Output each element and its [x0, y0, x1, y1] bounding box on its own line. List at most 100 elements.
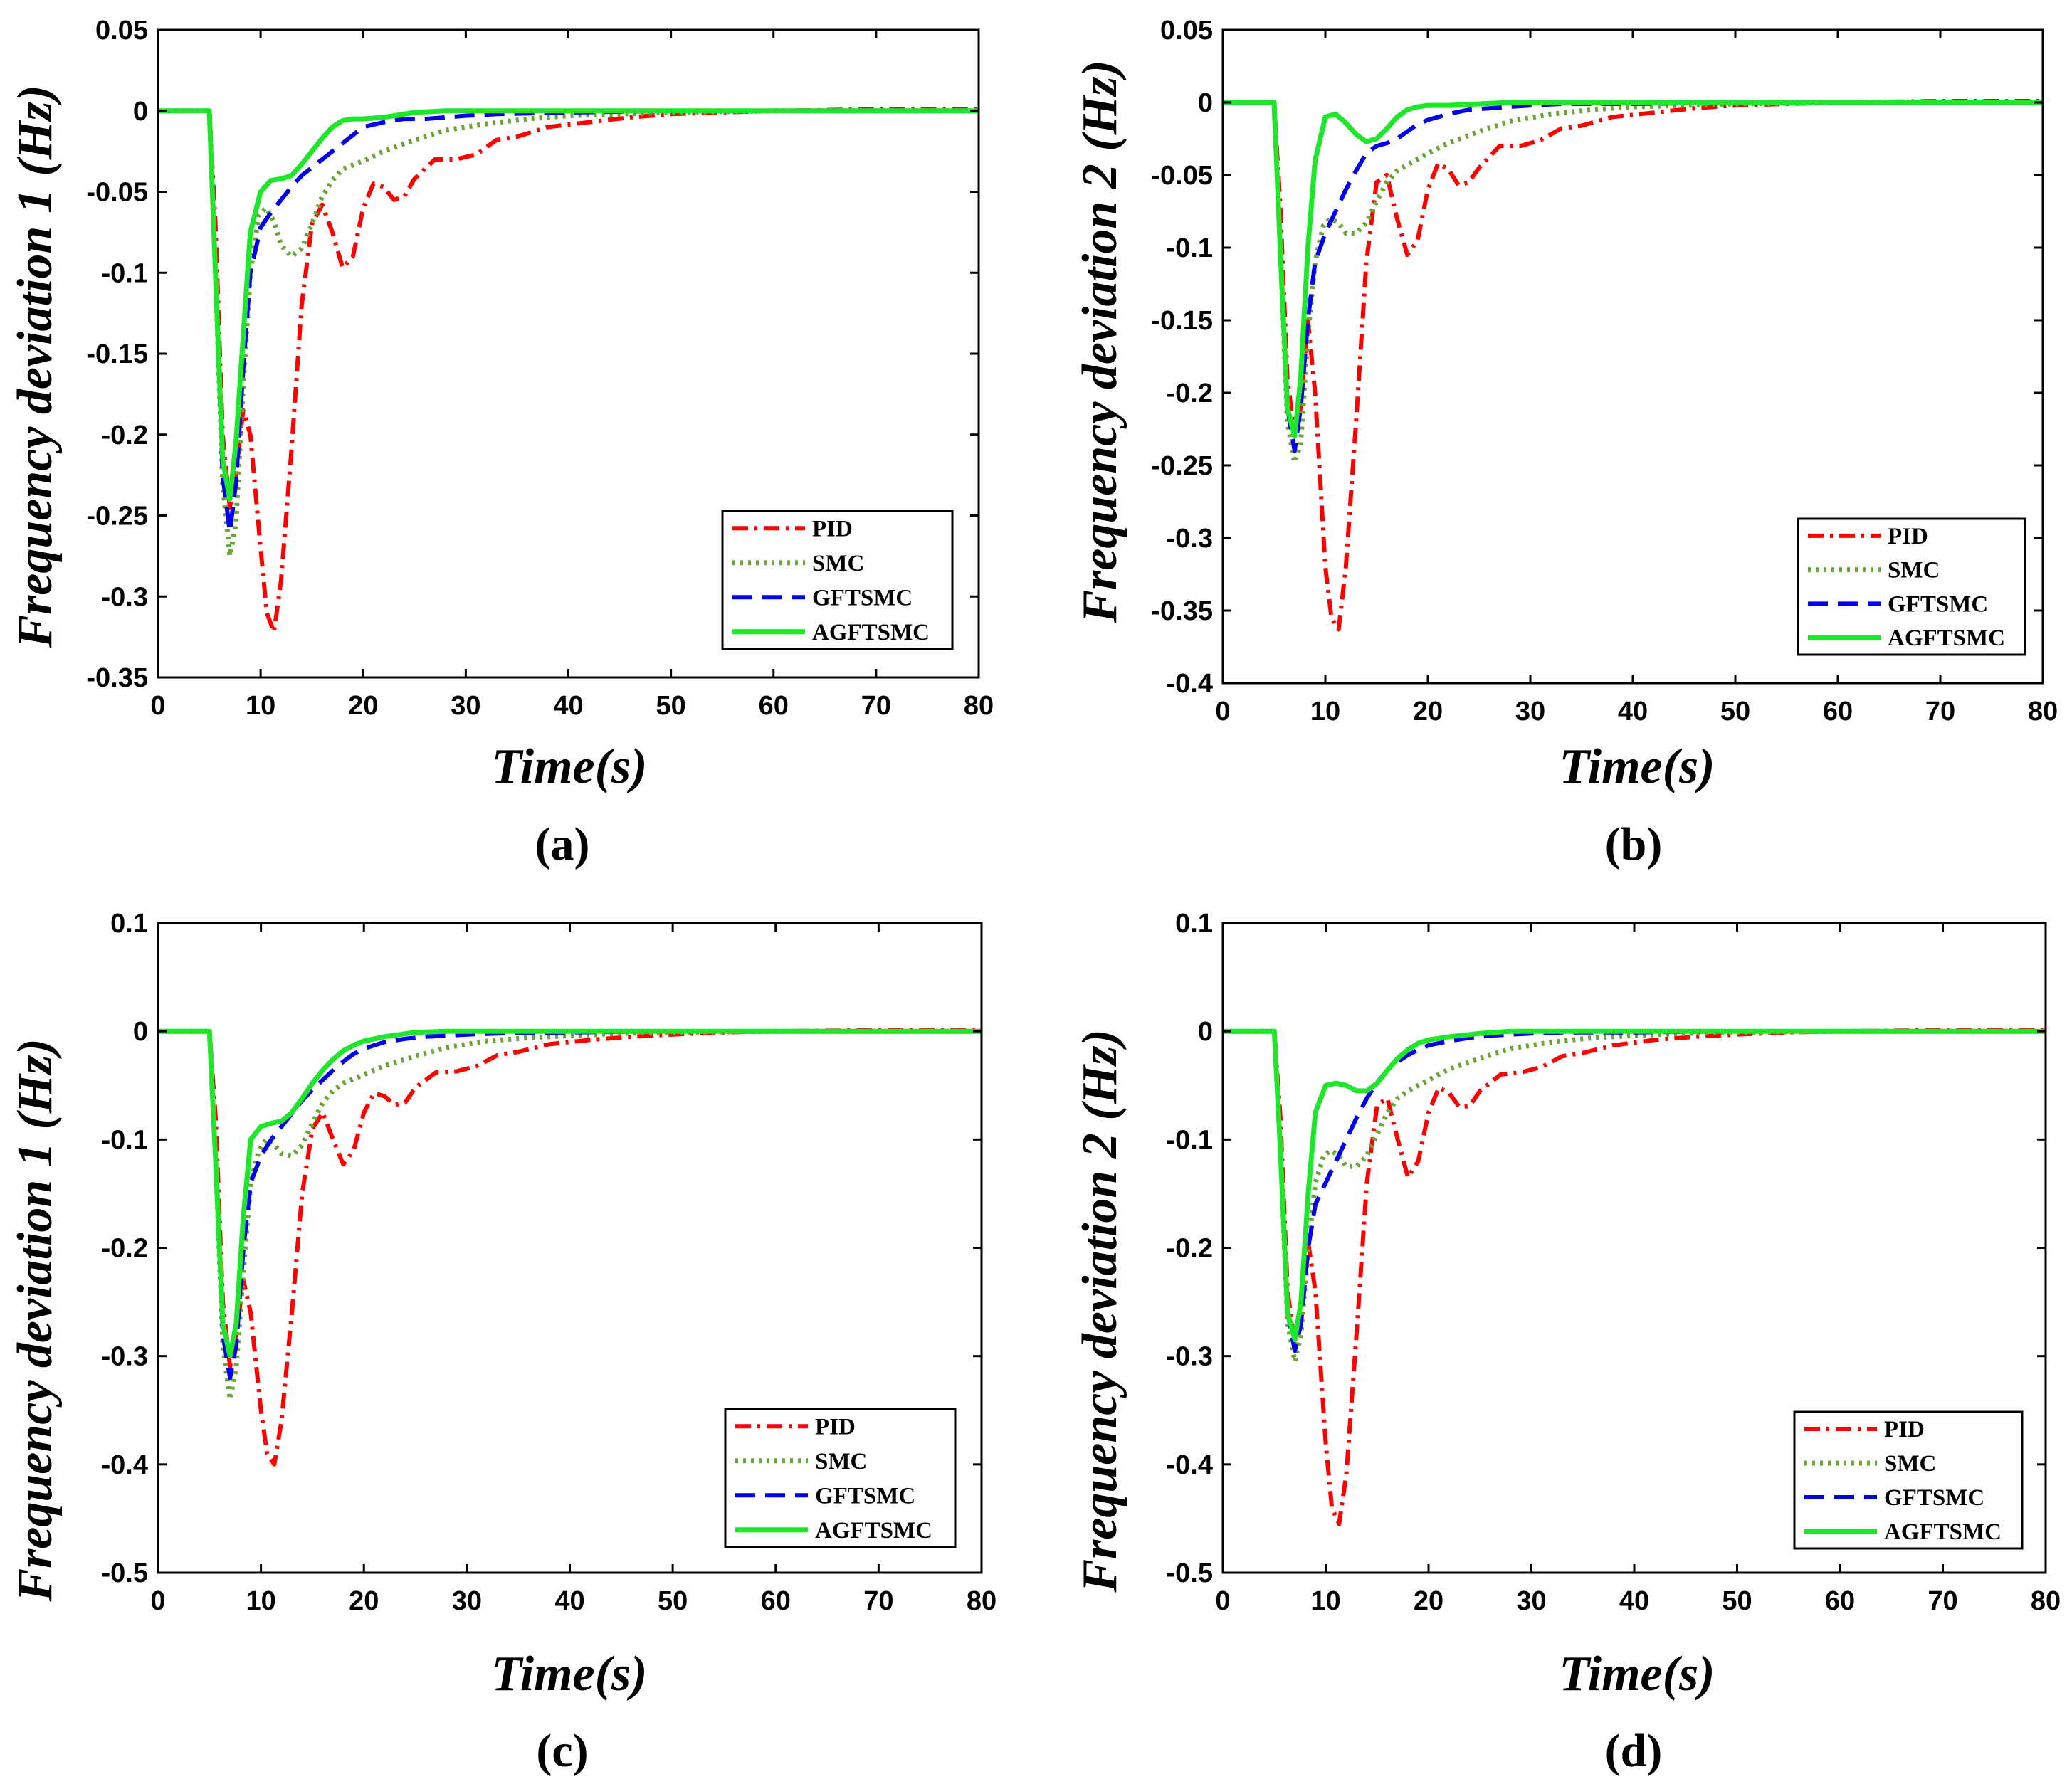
y-tick-label: -0.2	[102, 421, 148, 450]
x-tick-label: 60	[1825, 1586, 1855, 1616]
x-tick-label: 60	[1823, 697, 1853, 727]
x-tick-label: 0	[150, 1586, 165, 1616]
legend-box	[1797, 517, 2026, 656]
legend: PID SMC GFTSMC AGFTSMC	[1793, 1410, 2024, 1550]
legend-label-pid: PID	[815, 1414, 856, 1440]
y-tick-label: -0.35	[1151, 596, 1213, 626]
x-tick-label: 40	[1618, 697, 1648, 727]
x-tick-label: 80	[964, 691, 994, 721]
legend-label-smc: SMC	[815, 1449, 867, 1474]
y-tick-label: 0.05	[1160, 16, 1213, 46]
legend-label-smc: SMC	[1884, 1451, 1936, 1477]
y-tick-label: -0.2	[102, 1234, 148, 1264]
y-tick-label: -0.1	[102, 1125, 148, 1155]
panel-b: Time(s) Frequency deviation 2 (Hz) (b) 0…	[1073, 16, 2058, 870]
series-line-pid	[1223, 99, 2043, 632]
y-tick-label: -0.4	[1167, 1450, 1213, 1480]
x-tick-label: 80	[2028, 697, 2058, 727]
y-tick-label: -0.15	[1151, 306, 1213, 336]
legend-label-agftsmc: AGFTSMC	[1884, 1519, 2002, 1545]
x-tick-label: 30	[452, 1586, 482, 1616]
x-tick-label: 50	[658, 1586, 688, 1616]
y-tick-label: -0.25	[1151, 451, 1213, 481]
x-tick-label: 50	[1720, 697, 1750, 727]
panel-a: Time(s) Frequency deviation 1 (Hz) (a) 0…	[8, 16, 994, 870]
x-tick-label: 30	[451, 691, 480, 721]
legend-label-gftsmc: GFTSMC	[1888, 591, 1988, 617]
y-tick-label: -0.05	[1151, 161, 1213, 191]
series-line-gftsmc	[158, 108, 979, 534]
x-tick-label: 30	[1515, 697, 1545, 727]
y-tick-label: -0.3	[1167, 1342, 1213, 1372]
series-line-gftsmc	[158, 1029, 982, 1381]
legend: PID SMC GFTSMC AGFTSMC	[1797, 517, 2026, 656]
panel-label: (a)	[535, 818, 590, 870]
x-tick-label: 20	[1413, 697, 1443, 727]
legend-label-pid: PID	[1884, 1417, 1925, 1442]
x-tick-label: 20	[349, 1586, 379, 1616]
y-tick-label: -0.4	[1167, 669, 1213, 699]
y-tick-label: 0.1	[110, 909, 148, 939]
x-tick-label: 50	[656, 691, 685, 721]
x-tick-label: 70	[861, 691, 891, 721]
y-tick-label: -0.5	[1167, 1558, 1213, 1588]
legend-label-pid: PID	[1888, 524, 1928, 549]
x-tick-label: 70	[863, 1586, 893, 1616]
series-line-agftsmc	[1223, 1028, 2046, 1343]
series-line-agftsmc	[1223, 100, 2043, 439]
x-axis-label: Time(s)	[492, 739, 648, 794]
y-tick-label: -0.1	[1167, 1125, 1213, 1155]
y-axis-label: Frequency deviation 2 (Hz)	[1073, 1029, 1127, 1593]
panel-label: (d)	[1605, 1725, 1663, 1777]
legend-label-smc: SMC	[812, 551, 864, 576]
panel-label: (b)	[1605, 818, 1663, 870]
x-tick-label: 0	[1215, 1586, 1230, 1616]
y-tick-label: 0	[133, 1017, 148, 1047]
x-tick-label: 0	[150, 691, 165, 721]
x-tick-label: 40	[553, 691, 583, 721]
x-tick-label: 60	[759, 691, 789, 721]
x-tick-label: 50	[1722, 1586, 1752, 1616]
series-line-pid	[158, 107, 979, 635]
y-tick-label: -0.1	[1167, 233, 1213, 263]
y-axis-label: Frequency deviation 1 (Hz)	[8, 1038, 63, 1602]
series-line-smc	[1223, 100, 2043, 465]
legend-label-gftsmc: GFTSMC	[815, 1483, 915, 1509]
y-tick-label: -0.5	[102, 1558, 148, 1588]
y-tick-label: 0.05	[95, 16, 148, 46]
y-tick-label: 0	[133, 97, 148, 127]
legend: PID SMC GFTSMC AGFTSMC	[721, 510, 954, 650]
y-tick-label: 0	[1198, 1017, 1213, 1047]
legend-label-agftsmc: AGFTSMC	[815, 1518, 932, 1543]
x-tick-label: 20	[348, 691, 378, 721]
x-tick-label: 60	[761, 1586, 791, 1616]
y-tick-label: -0.2	[1167, 379, 1213, 408]
legend-box	[721, 510, 954, 650]
x-axis-label: Time(s)	[492, 1647, 648, 1701]
x-tick-label: 20	[1414, 1586, 1443, 1616]
y-tick-label: -0.25	[86, 502, 148, 532]
y-tick-label: -0.05	[86, 178, 148, 208]
y-tick-label: 0	[1198, 88, 1213, 118]
y-tick-label: 0.1	[1175, 909, 1213, 939]
series-line-agftsmc	[158, 108, 979, 502]
series-line-smc	[158, 108, 979, 559]
x-tick-label: 10	[1310, 1586, 1340, 1616]
y-tick-label: -0.2	[1167, 1234, 1213, 1264]
y-tick-label: -0.4	[102, 1450, 148, 1480]
x-tick-label: 80	[967, 1586, 996, 1616]
legend-box	[724, 1408, 957, 1548]
panel-c: Time(s) Frequency deviation 1 (Hz) (c) 0…	[8, 909, 996, 1777]
x-tick-label: 40	[554, 1586, 584, 1616]
x-axis-label: Time(s)	[1560, 1647, 1715, 1701]
y-tick-label: -0.15	[86, 339, 148, 369]
legend-box	[1793, 1410, 2024, 1550]
x-tick-label: 40	[1619, 1586, 1649, 1616]
series-line-smc	[1223, 1028, 2046, 1364]
x-tick-label: 0	[1215, 697, 1230, 727]
y-axis-label: Frequency deviation 1 (Hz)	[8, 85, 63, 648]
y-tick-label: -0.3	[102, 1342, 148, 1372]
legend-label-agftsmc: AGFTSMC	[1888, 626, 2005, 651]
y-tick-label: -0.1	[102, 258, 148, 288]
y-tick-label: -0.35	[86, 663, 148, 693]
